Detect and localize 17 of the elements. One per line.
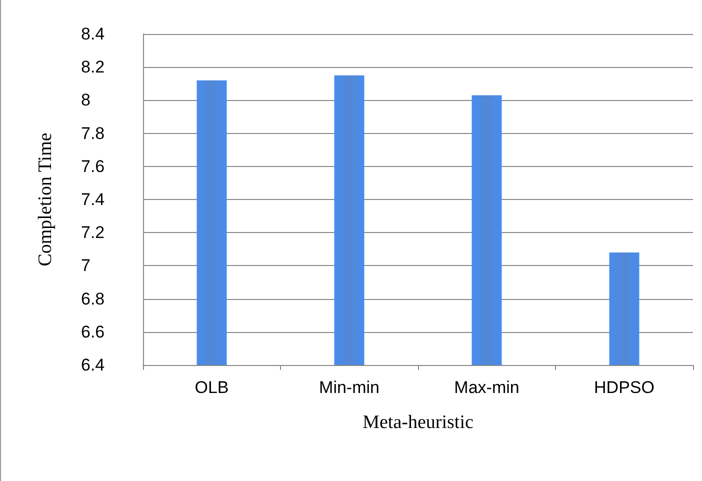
- x-tick-label: OLB: [194, 378, 229, 397]
- y-tick-label: 6.4: [81, 356, 105, 374]
- x-tick-label: HDPSO: [594, 378, 654, 397]
- y-tick-label: 7.4: [81, 190, 105, 209]
- y-tick-label: 8: [81, 90, 90, 110]
- x-tick-label: Max-min: [454, 378, 520, 397]
- y-tick-label: 6.8: [81, 289, 105, 308]
- x-tick-label: Min-min: [319, 378, 380, 397]
- y-tick-label: 7: [81, 256, 90, 276]
- y-tick-label: 8.4: [81, 24, 105, 44]
- x-axis-title: Meta-heuristic: [362, 412, 474, 433]
- y-tick-label: 7.8: [81, 124, 105, 143]
- y-tick-label: 8.2: [81, 58, 105, 77]
- y-tick-label: 6.6: [81, 322, 105, 342]
- y-axis-title: Completion Time: [35, 132, 56, 266]
- y-tick-label: 7.6: [81, 156, 105, 176]
- y-tick-label: 7.2: [81, 223, 105, 242]
